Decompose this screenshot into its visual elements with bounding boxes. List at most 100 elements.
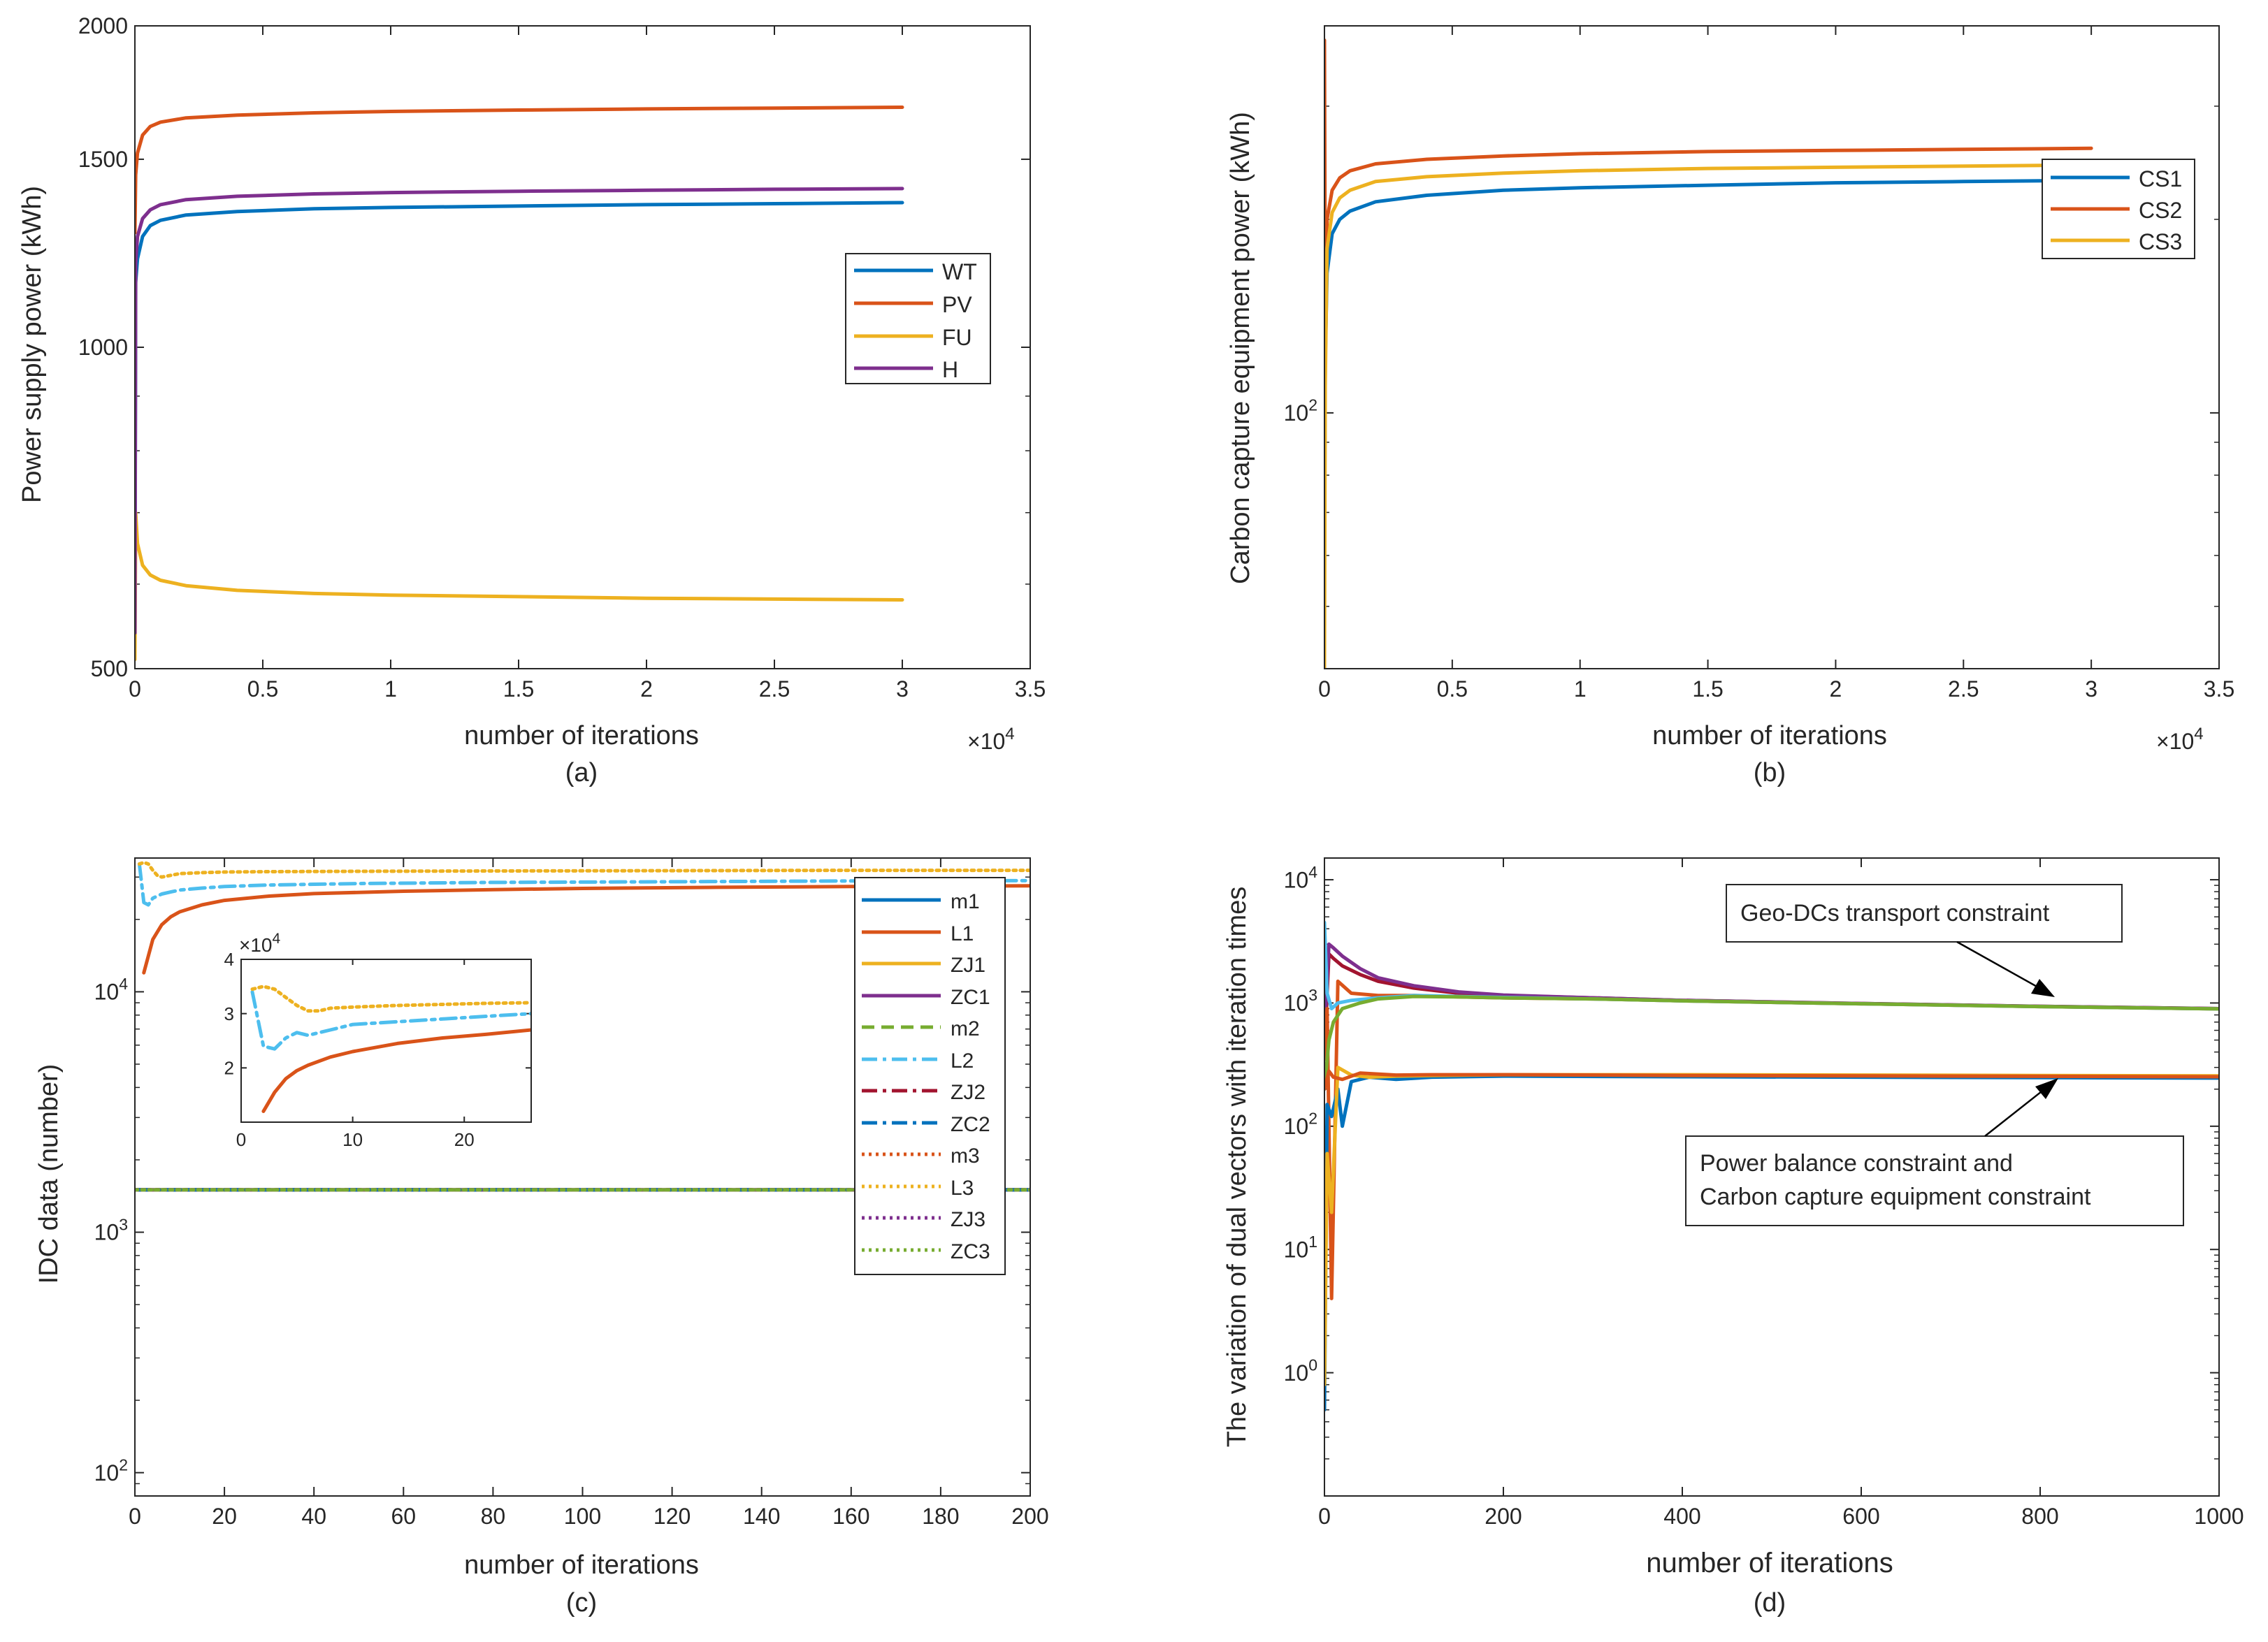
panel-c-legend-label-zj3: ZJ3: [951, 1208, 985, 1231]
panel-d-ytick-label-exp: 0: [1308, 1356, 1317, 1374]
panel-d-annotation-balance-arrow: [1984, 1086, 2049, 1137]
panel-c-xtick-label: 60: [391, 1504, 417, 1529]
panel-d-ytick-label: 102: [1284, 1110, 1317, 1139]
panel-c-inset-y-multiplier-exp: 4: [273, 931, 281, 947]
panel-c-xtick-label: 120: [653, 1504, 691, 1529]
panel-c-ytick-label-base: 10: [94, 1460, 120, 1485]
panel-d-xtick-label: 400: [1663, 1504, 1700, 1529]
panel-a-series-wt: [135, 201, 904, 653]
panel-d-series-7: [1324, 1069, 2219, 1091]
panel-c-legend-label-m1: m1: [951, 890, 980, 913]
panel-c-legend-label-m2: m2: [951, 1017, 980, 1040]
panel-c-legend-label-zj1: ZJ1: [951, 954, 985, 977]
panel-c-inset-ytick-label: 4: [224, 949, 234, 970]
panel-d-ytick-label-exp: 4: [1308, 863, 1317, 881]
panel-d-series-4: [1324, 994, 2219, 1091]
panel-c-ytick-label-exp: 3: [119, 1215, 128, 1233]
panel-a-legend-label-wt: WT: [942, 259, 977, 284]
panel-a-ytick-label: 1500: [78, 147, 128, 172]
panel-b-xtick-label: 0: [1318, 676, 1331, 702]
panel-c-xtick-label: 80: [481, 1504, 506, 1529]
panel-a-caption: (a): [565, 758, 598, 787]
panel-c-xtick-label: 140: [743, 1504, 780, 1529]
panel-d-ytick-label-base: 10: [1284, 1237, 1309, 1262]
panel-a-xtick-label: 1.5: [503, 676, 534, 702]
panel-a-legend-label-fu: FU: [942, 325, 972, 350]
panel-b-ytick-label: 102: [1284, 396, 1317, 426]
panel-c-ylabel: IDC data (number): [34, 1064, 64, 1284]
panel-c-inset-ytick-label: 3: [224, 1003, 234, 1024]
panel-c-xtick-label: 20: [212, 1504, 237, 1529]
panel-c-axes-frame: [134, 857, 1031, 1497]
panel-d-annotation-balance-line1: Power balance constraint and: [1700, 1150, 2013, 1177]
panel-a-xlabel: number of iterations: [464, 721, 699, 750]
panel-d-annotation-transport-box: [1726, 884, 2123, 943]
panel-c-ytick-label-exp: 2: [119, 1455, 128, 1474]
panel-c-inset-xtick-label: 20: [454, 1129, 475, 1150]
panel-d-annotation-transport-arrow: [1956, 940, 2045, 992]
panel-c-legend-box: [854, 877, 1006, 1275]
panel-c-inset: ×104 0 10 20 2 3 4: [224, 931, 532, 1150]
panel-d-annotation-transport-arrowhead: [2031, 979, 2055, 997]
panel-a-series-pv: [135, 106, 904, 235]
panel-b-ytick-label-exp: 2: [1308, 396, 1317, 414]
panel-a-xtick-label: 1: [384, 676, 397, 702]
panel-a-ytick-label: 500: [91, 656, 128, 681]
panel-a-xtick-label: 0.5: [247, 676, 278, 702]
panel-a-axes-frame: [134, 25, 1031, 669]
panel-b-ylabel: Carbon capture equipment power (kWh): [1226, 112, 1255, 584]
panel-d-ytick-label: 100: [1284, 1356, 1317, 1385]
panel-b-series-cs3: [1324, 163, 2093, 669]
panel-a-x-multiplier-exp: 4: [1005, 725, 1014, 743]
panel-c-inset-series-0: [261, 1028, 531, 1113]
panel-c-caption: (c): [566, 1588, 597, 1618]
panel-a-chart: 0 0.5 1 1.5 2 2.5 3 3.5 500 1000 1500 2000 Power su…: [17, 13, 1046, 787]
panel-b-xtick-label: 1.5: [1692, 676, 1723, 702]
panel-c-inset-ytick-label: 2: [224, 1057, 234, 1078]
panel-a-ytick-label: 1000: [78, 335, 128, 360]
panel-b-plot-area: [1324, 26, 2219, 669]
panel-c-legend: m1 L1 ZJ1 ZC1 m2 L2 ZJ2 ZC2 m3 L3 ZJ3 ZC…: [854, 877, 1006, 1275]
panel-c-ytick-label-exp: 4: [119, 975, 128, 993]
panel-b-xtick-label: 0.5: [1437, 676, 1468, 702]
panel-a-legend-label-pv: PV: [942, 292, 972, 317]
panel-b-xtick-label: 3: [2085, 676, 2097, 702]
panel-a-xtick-label: 2.5: [759, 676, 790, 702]
panel-d-axes-frame: [1324, 857, 2220, 1497]
panel-c-series-l3: [137, 860, 1030, 879]
panel-c-legend-label-l2: L2: [951, 1049, 974, 1073]
panel-d-ylabel: The variation of dual vectors with itera…: [1222, 887, 1252, 1448]
panel-a-series-h: [135, 187, 904, 635]
panel-c-inset-xtick-label: 0: [236, 1129, 246, 1150]
panel-d-xtick-label: 200: [1485, 1504, 1522, 1529]
panel-c-series-l1: [142, 884, 1030, 975]
panel-d-ytick-label-base: 10: [1284, 1114, 1309, 1139]
panel-b-xtick-label: 3.5: [2204, 676, 2234, 702]
panel-c-xlabel: number of iterations: [464, 1550, 699, 1580]
panel-c-xtick-label: 40: [301, 1504, 326, 1529]
panel-c-series-l2: [137, 862, 1030, 907]
panel-c-inset-series-1: [250, 990, 531, 1051]
panel-c-xtick-label: 200: [1011, 1504, 1048, 1529]
panel-c-ytick-label: 102: [94, 1455, 128, 1485]
panel-d-annotation-transport-text: Geo-DCs transport constraint: [1740, 900, 2050, 927]
panel-b-caption: (b): [1754, 758, 1786, 787]
panel-d-xtick-label: 1000: [2194, 1504, 2244, 1529]
panel-a-x-multiplier: ×104: [967, 725, 1015, 754]
panel-a-legend-label-h: H: [942, 357, 958, 382]
panel-d-xtick-label: 0: [1318, 1504, 1331, 1529]
panel-a-legend-box: [845, 253, 991, 384]
panel-c-inset-axes-frame: [240, 959, 532, 1123]
panel-c-xtick-label: 160: [832, 1504, 869, 1529]
panel-c-inset-xtick-label: 10: [342, 1129, 363, 1150]
panel-d-caption: (d): [1754, 1588, 1786, 1618]
panel-d-annotation-balance-arrowhead: [2035, 1078, 2058, 1099]
panel-d-ytick-label-exp: 1: [1308, 1233, 1317, 1251]
panel-d-ytick-label-base: 10: [1284, 991, 1309, 1016]
panel-d-ytick-label: 101: [1284, 1233, 1317, 1262]
panel-c-legend-label-zc1: ZC1: [951, 986, 990, 1009]
panel-c-xtick-label: 180: [922, 1504, 959, 1529]
panel-d-annotation-balance: Power balance constraint and Carbon capt…: [1685, 1078, 2184, 1226]
panel-b-ytick-label-base: 10: [1284, 400, 1309, 426]
